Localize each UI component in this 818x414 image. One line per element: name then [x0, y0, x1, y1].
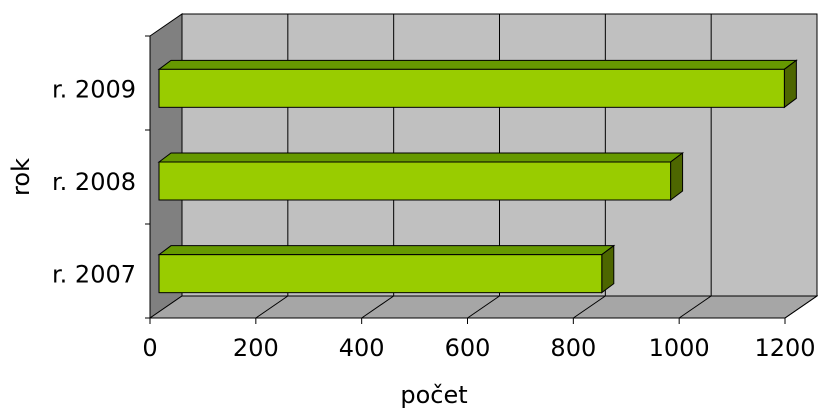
- bar-top-face: [157, 59, 798, 70]
- y-tick-label: r. 2007: [52, 261, 136, 289]
- bar-front-face: [158, 254, 603, 294]
- x-tick-label: 200: [233, 334, 279, 362]
- axes: [145, 35, 786, 324]
- bar-top-face: [157, 245, 616, 256]
- x-tick-label: 400: [339, 334, 385, 362]
- x-tick-label: 1200: [754, 334, 815, 362]
- bar-front-face: [158, 161, 672, 201]
- y-tick-label: r. 2009: [52, 75, 136, 103]
- y-axis-title: rok: [7, 158, 35, 196]
- bar: [157, 244, 616, 294]
- bar-side-face: [601, 244, 615, 294]
- bar-side-face: [670, 152, 684, 201]
- bar-side-face: [783, 59, 797, 109]
- bar: [157, 59, 798, 109]
- y-tick-label: r. 2008: [52, 168, 136, 196]
- bar-front-face: [158, 68, 785, 108]
- floor-gridline: [678, 295, 712, 319]
- x-tick-label: 600: [445, 334, 491, 362]
- floor-gridlines: [255, 295, 818, 319]
- bar-top-face: [157, 152, 685, 163]
- bar: [157, 152, 685, 201]
- x-tick-labels: 0 200 400 600 800 1000 1200: [142, 334, 815, 362]
- x-tick-label: 1000: [649, 334, 710, 362]
- floor-gridline: [361, 295, 394, 319]
- floor-gridline: [255, 295, 289, 319]
- floor-gridline: [573, 295, 606, 319]
- bars: [157, 59, 798, 294]
- x-axis-title: počet: [400, 381, 467, 409]
- y-tick-labels: r. 2007 r. 2008 r. 2009: [52, 75, 136, 288]
- floor-gridline: [467, 295, 500, 319]
- x-tick-label: 800: [550, 334, 596, 362]
- floor-gridline: [784, 295, 818, 319]
- x-tick-label: 0: [142, 334, 157, 362]
